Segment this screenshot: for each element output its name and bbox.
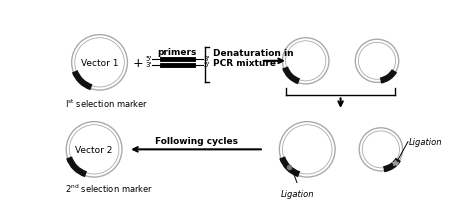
Text: 3': 3' (145, 62, 152, 68)
Text: 5': 5' (203, 62, 210, 68)
Text: primers: primers (158, 48, 197, 57)
Text: Denaturation in: Denaturation in (213, 49, 293, 58)
Text: Vector 2: Vector 2 (75, 145, 113, 154)
Text: +: + (132, 57, 143, 69)
Text: 3': 3' (203, 56, 210, 62)
Text: 5': 5' (145, 56, 152, 62)
Text: Ligation: Ligation (281, 189, 315, 198)
Text: 2$^{\rm nd}$ selection marker: 2$^{\rm nd}$ selection marker (65, 182, 154, 194)
Text: Following cycles: Following cycles (155, 136, 237, 145)
Text: I$^{\rm st}$ selection marker: I$^{\rm st}$ selection marker (65, 97, 149, 109)
Text: PCR mixture: PCR mixture (213, 59, 276, 68)
Text: Vector 1: Vector 1 (81, 59, 118, 68)
Text: Ligation: Ligation (409, 137, 442, 146)
